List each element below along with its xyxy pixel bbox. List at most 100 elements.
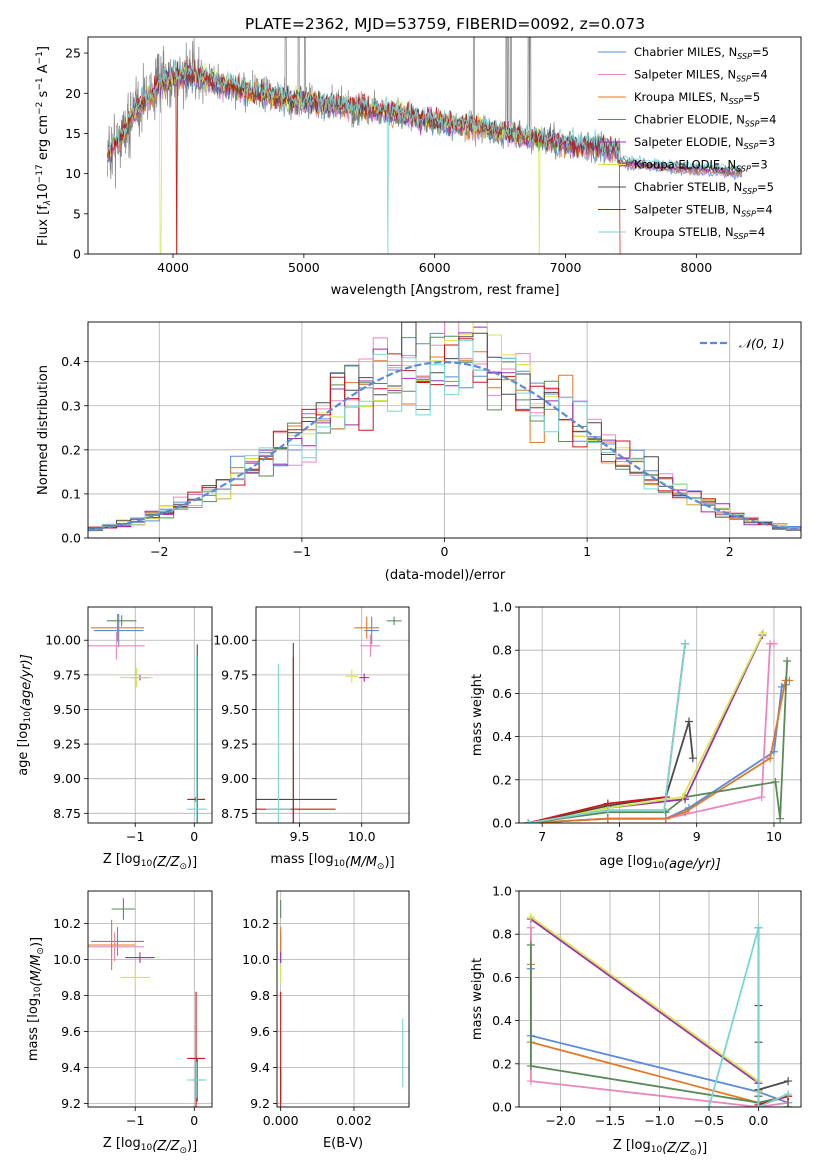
y-tick-label: 10.00: [45, 633, 81, 648]
normal-curve: [88, 360, 801, 532]
x-tick-label: −2: [150, 544, 168, 559]
x-tick-label: −1: [293, 544, 311, 559]
weight-marker: [526, 1077, 535, 1086]
weight-marker: [771, 777, 780, 786]
panel-mass_vs_Z: −1 0 9.2 9.4 9.6 9.8 10.0 10.2 Z [log10(Z/Z⊙)] ma…: [26, 890, 213, 1156]
y-tick-label: 0: [73, 247, 81, 262]
y-tick-label: 15: [65, 126, 81, 141]
panel-age_vs_mass: 9.5 10.0 8.75 9.00 9.25 9.50 9.75 10.00 mass [lo…: [213, 606, 410, 872]
x-tick-label: 0: [190, 829, 198, 844]
weight-marker: [759, 628, 768, 637]
x-tick-label: 0: [441, 544, 449, 559]
histogram-kroupa-stelib: [88, 340, 801, 534]
legend-entry: Salpeter STELIB, NSSP=4: [634, 203, 773, 219]
panel-weight_vs_age: 7 8 9 10 0.0 0.2 0.4 0.6 0.8 1.0 age [log10(age/yr…: [470, 600, 802, 872]
weight-line-salpeter-elodie: [530, 918, 760, 1092]
x-tick-label: 5000: [288, 260, 320, 275]
legend-entry: Kroupa STELIB, NSSP=4: [634, 225, 765, 241]
y-axis-label: mass [log10(M/M⊙)]: [26, 937, 46, 1061]
panel-residuals: −2 −1 0 1 2 0.0 0.1 0.2 0.3 0.4 (data-model)/error…: [36, 321, 802, 583]
x-tick-label: 10: [766, 829, 782, 844]
y-tick-label: 0.8: [492, 643, 512, 658]
y-tick-label: 0.2: [61, 442, 81, 457]
x-tick-label: 8: [615, 829, 623, 844]
weight-marker: [754, 923, 763, 932]
y-tick-label: 10.0: [53, 952, 81, 967]
plot-area: [88, 322, 801, 534]
y-tick-label: 0.3: [61, 398, 81, 413]
weight-line-salpeter-stelib: [528, 643, 686, 823]
weight-line-kroupa-elodie: [528, 632, 764, 823]
weight-marker: [754, 1103, 763, 1107]
y-tick-label: 9.75: [53, 667, 81, 682]
legend-entry: Chabrier STELIB, NSSP=5: [634, 180, 774, 196]
weight-line-kroupa-stelib: [708, 927, 789, 1107]
x-axis-label: (data-model)/error: [385, 568, 506, 583]
panel-mass_vs_ebv: 0.000 0.002 9.2 9.4 9.6 9.8 10.0 10.2 E(B-V): [242, 890, 410, 1151]
x-tick-label: 9: [693, 829, 701, 844]
x-tick-label: 0.002: [336, 1113, 372, 1128]
weight-marker: [776, 814, 785, 823]
weight-marker: [681, 639, 690, 648]
y-tick-label: 8.75: [53, 806, 81, 821]
x-tick-label: 0.000: [263, 1113, 299, 1128]
y-tick-label: 1.0: [492, 884, 512, 899]
axes-frame: [276, 890, 410, 1108]
weight-marker: [784, 1103, 793, 1107]
model-line-kroupa-stelib: [107, 60, 743, 254]
x-axis-label: E(B-V): [323, 1136, 363, 1151]
x-tick-label: 4000: [157, 260, 189, 275]
legend-entry: Chabrier MILES, NSSP=5: [634, 45, 769, 61]
y-tick-label: 5: [73, 206, 81, 221]
x-axis-label: Z [log10(Z/Z⊙)]: [103, 852, 197, 872]
plot-area: [107, 37, 743, 254]
legend-entry: Salpeter MILES, NSSP=4: [634, 68, 768, 84]
y-tick-label: 0.8: [492, 927, 512, 942]
y-tick-label: 8.75: [221, 806, 249, 821]
y-tick-label: 0.6: [492, 970, 512, 985]
plot-area: [280, 900, 404, 1107]
y-tick-label: 0.2: [492, 1056, 512, 1071]
weight-marker: [783, 657, 792, 665]
weight-marker: [769, 639, 778, 648]
y-tick-label: 9.4: [61, 1060, 81, 1075]
y-axis-label: mass weight: [470, 674, 485, 756]
y-tick-label: 10: [65, 166, 81, 181]
legend-entry: Salpeter ELODIE, NSSP=3: [634, 135, 775, 151]
plot-area: [88, 898, 207, 1107]
y-tick-label: 0.6: [492, 686, 512, 701]
legend-entry: Kroupa ELODIE, NSSP=3: [634, 158, 768, 174]
y-axis-label: mass weight: [470, 958, 485, 1040]
y-axis-label: Normed distribution: [36, 365, 51, 495]
y-tick-label: 9.6: [61, 1024, 81, 1039]
weight-marker: [784, 1090, 793, 1099]
y-tick-label: 9.25: [53, 737, 81, 752]
y-tick-label: 9.4: [250, 1060, 270, 1075]
weight-marker: [524, 819, 533, 823]
weight-marker: [526, 912, 535, 921]
plot-area: [526, 912, 793, 1107]
y-axis-label: age [log10(age/yr)]: [16, 654, 34, 776]
weight-marker: [526, 941, 535, 949]
y-tick-label: 9.8: [61, 988, 81, 1003]
legend-entry: 𝒩(0, 1): [739, 336, 785, 351]
plot-area: [524, 628, 794, 823]
x-tick-label: −1: [126, 829, 144, 844]
x-tick-label: 10.0: [348, 829, 376, 844]
weight-marker: [526, 923, 535, 932]
weight-line-kroupa-stelib: [528, 643, 686, 823]
weight-marker: [757, 793, 766, 802]
plot-area: [88, 613, 207, 823]
x-tick-label: −1: [126, 1113, 144, 1128]
x-tick-label: 8000: [680, 260, 712, 275]
x-tick-label: 2: [726, 544, 734, 559]
model-line-salpeter-stelib: [107, 59, 621, 254]
weight-marker: [603, 806, 612, 815]
x-tick-label: −2.0: [545, 1113, 575, 1128]
x-axis-label: mass [log10(M/M⊙)]: [270, 852, 394, 872]
y-tick-label: 0.4: [492, 1013, 512, 1028]
y-tick-label: 9.00: [221, 771, 249, 786]
x-tick-label: 1: [583, 544, 591, 559]
weight-marker: [704, 1103, 713, 1107]
